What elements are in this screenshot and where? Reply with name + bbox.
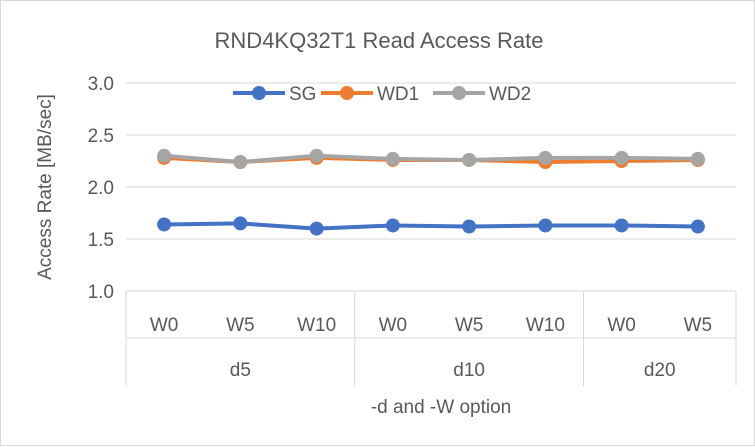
- legend-label: SG: [289, 84, 316, 105]
- data-point: [538, 150, 553, 165]
- gridlines: [126, 82, 736, 292]
- x-tick-label: W5: [226, 315, 255, 336]
- x-tick-label: W10: [526, 315, 565, 336]
- legend-marker: [452, 86, 466, 100]
- data-point: [462, 219, 477, 234]
- data-point: [233, 155, 248, 170]
- series-lines: [157, 148, 705, 236]
- legend: SG WD1 WD2: [233, 84, 531, 105]
- data-point: [538, 218, 553, 233]
- data-point: [157, 148, 172, 163]
- x-group-label: d5: [230, 360, 251, 381]
- series-line: [163, 153, 698, 165]
- legend-marker: [252, 86, 266, 100]
- series-line: [164, 221, 698, 231]
- y-tick-label: 3.0: [88, 74, 114, 95]
- data-point: [385, 151, 400, 166]
- data-point: [385, 218, 400, 233]
- x-tick-label: W0: [379, 315, 408, 336]
- y-tick-label: 2.0: [88, 178, 114, 199]
- data-point: [309, 221, 324, 236]
- y-tick-label: 2.5: [88, 126, 114, 147]
- x-tick-label: W0: [607, 315, 636, 336]
- data-point: [233, 216, 248, 231]
- y-axis-ticks: 1.0 1.5 2.0 2.5 3.0: [88, 74, 114, 303]
- x-group-label: d20: [644, 360, 676, 381]
- legend-marker: [340, 86, 354, 100]
- data-point: [690, 219, 705, 234]
- series-sg: [157, 216, 705, 236]
- data-point: [690, 151, 705, 166]
- x-tick-label: W0: [150, 315, 179, 336]
- chart-title: RND4KQ32T1 Read Access Rate: [215, 28, 544, 53]
- x-tick-label: W10: [297, 315, 336, 336]
- data-point: [614, 218, 629, 233]
- y-tick-label: 1.5: [88, 230, 114, 251]
- data-point: [614, 150, 629, 165]
- data-point: [462, 152, 477, 167]
- y-tick-label: 1.0: [88, 282, 114, 303]
- x-axis: W0 W5 W10 W0 W5 W10 W0 W5 d5 d10 d20: [125, 291, 737, 386]
- data-point: [157, 217, 172, 232]
- x-group-label: d10: [453, 360, 485, 381]
- data-point: [309, 148, 324, 163]
- legend-label: WD2: [489, 84, 531, 105]
- x-tick-label: W5: [684, 315, 713, 336]
- x-axis-label: -d and -W option: [371, 397, 511, 418]
- series-wd2: [157, 148, 705, 170]
- x-tick-label: W5: [455, 315, 484, 336]
- legend-label: WD1: [377, 84, 419, 105]
- y-axis-label: Access Rate [MB/sec]: [35, 94, 56, 280]
